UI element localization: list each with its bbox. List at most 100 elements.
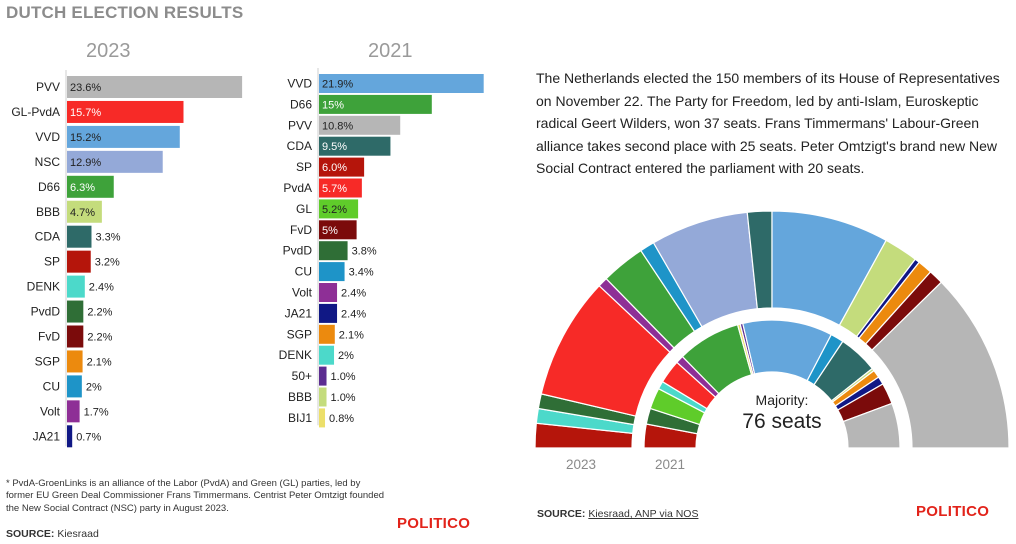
bar2023-data-label: 15.7% [70, 107, 101, 119]
bar2021-data-label: 1.0% [331, 371, 356, 383]
bar2023-category-label: Volt [40, 404, 61, 418]
bar2023-bar [67, 225, 92, 248]
bar2021-bar [319, 303, 338, 323]
source-right-label: SOURCE: [537, 508, 586, 520]
bar2023-bar [67, 150, 163, 173]
chart-2021-title: 2021 [368, 40, 413, 62]
bar2023-category-label: SGP [35, 354, 60, 368]
bar2023-data-label: 1.7% [84, 406, 109, 418]
bar2021-bar [319, 199, 359, 219]
bar2021-bar [319, 408, 326, 428]
bar2021-data-label: 2.4% [341, 308, 366, 320]
politico-logo-right: POLITICO [916, 503, 990, 520]
bar2021-category-label: FvD [290, 223, 312, 237]
bar2021-data-label: 5.2% [322, 204, 347, 216]
bar2023-data-label: 3.2% [95, 257, 120, 269]
parliament-2023-seat-slice [871, 281, 1010, 449]
source-right: SOURCE: Kiesraad, ANP via NOS [537, 508, 698, 520]
bar2023-data-label: 3.3% [95, 232, 120, 244]
majority-value: 76 seats [742, 410, 822, 433]
bar2023-bar [67, 275, 85, 298]
chart-2023-title: 2023 [86, 40, 131, 62]
bar2021-category-label: CDA [287, 139, 312, 153]
bar2023-category-label: FvD [38, 330, 60, 344]
bar2023-data-label: 4.7% [70, 207, 95, 219]
bar2023-category-label: GL-PvdA [11, 105, 60, 119]
bar2021-data-label: 9.5% [322, 141, 347, 153]
bar2021-data-label: 10.8% [322, 120, 353, 132]
bar2021-category-label: BBB [288, 390, 312, 404]
bar2021-data-label: 2.1% [339, 329, 364, 341]
bar2023-category-label: BBB [36, 205, 60, 219]
bar2023-category-label: SP [44, 255, 60, 269]
bar2023-bar [67, 250, 91, 273]
bar2021-data-label: 5% [322, 225, 338, 237]
bar2023-bar [67, 100, 184, 123]
bar2023-data-label: 2.4% [89, 282, 114, 294]
bar2023-bar [67, 400, 80, 423]
bar2021-category-label: BIJ1 [288, 411, 312, 425]
bar2021-category-label: VVD [287, 77, 312, 91]
bar2023-data-label: 6.3% [70, 182, 95, 194]
bar2023-bar [67, 175, 114, 198]
bar2023-data-label: 23.6% [70, 82, 101, 94]
bar2023-data-label: 2.1% [87, 356, 112, 368]
bar2021-category-label: CU [295, 265, 312, 279]
bar2023-bar [67, 325, 84, 348]
bar2023-bar [67, 350, 83, 373]
bar2021-category-label: D66 [290, 97, 312, 111]
bar2021-category-label: PVV [288, 118, 312, 132]
source-left-text: Kiesraad [57, 528, 99, 540]
bar2023-category-label: PVV [36, 80, 60, 94]
bar2021-category-label: JA21 [285, 306, 313, 320]
bar2023-data-label: 15.2% [70, 132, 101, 144]
bar2021-bar [319, 115, 401, 135]
bar2021-bar [319, 241, 348, 261]
bar2023-data-label: 2.2% [87, 332, 112, 344]
bar2021-category-label: PvdD [283, 244, 313, 258]
bar2021-data-label: 2% [338, 350, 354, 362]
bar2021-bar [319, 220, 357, 240]
bar2021-bar [319, 324, 335, 344]
politico-logo-left: POLITICO [397, 515, 471, 532]
majority-label: Majority: [755, 392, 809, 408]
bar2021-data-label: 3.8% [352, 246, 377, 258]
parliament-2023-label: 2023 [566, 457, 597, 472]
bar2021-category-label: GL [296, 202, 312, 216]
bar2021-category-label: DENK [279, 348, 312, 362]
bar2021-category-label: SP [296, 160, 312, 174]
bar2023-category-label: JA21 [33, 429, 61, 443]
bar2021-data-label: 15% [322, 99, 344, 111]
bar2023-category-label: D66 [38, 180, 60, 194]
source-left: SOURCE: Kiesraad [6, 528, 99, 540]
bar2021-category-label: Volt [292, 286, 313, 300]
description-text: The Netherlands elected the 150 members … [536, 70, 1000, 176]
bar2021-bar [319, 345, 335, 365]
bar2021-data-label: 1.0% [331, 392, 356, 404]
bar2023-bar [67, 300, 84, 323]
bar2021-bar [319, 178, 362, 198]
bar2023-data-label: 2.2% [87, 307, 112, 319]
bar2023-category-label: DENK [27, 280, 60, 294]
bar2021-bar [319, 283, 338, 302]
bar2023-bar [67, 200, 102, 223]
bar2021-category-label: 50+ [292, 369, 312, 383]
parliament-2021-seat-slice [842, 402, 901, 449]
bar2021-data-label: 6.0% [322, 162, 347, 174]
bar2021-category-label: SGP [287, 327, 312, 341]
bar2021-bar [319, 262, 345, 282]
source-right-link[interactable]: Kiesraad, ANP via NOS [588, 508, 699, 520]
bar2021-bar [319, 366, 327, 386]
bar2023-data-label: 0.7% [76, 431, 101, 443]
bar2021-data-label: 2.4% [341, 288, 366, 300]
bar2023-bar [67, 76, 243, 98]
bar2023-category-label: VVD [35, 130, 60, 144]
bar2023-data-label: 12.9% [70, 157, 101, 169]
bar2023-category-label: CU [43, 379, 60, 393]
bar2021-category-label: PvdA [283, 181, 312, 195]
bar2023-bar [67, 425, 73, 448]
page-title: DUTCH ELECTION RESULTS [6, 3, 244, 22]
bar2023-data-label: 2% [86, 381, 102, 393]
bar2021-bar [319, 387, 327, 407]
bar2021-bar [319, 136, 391, 156]
